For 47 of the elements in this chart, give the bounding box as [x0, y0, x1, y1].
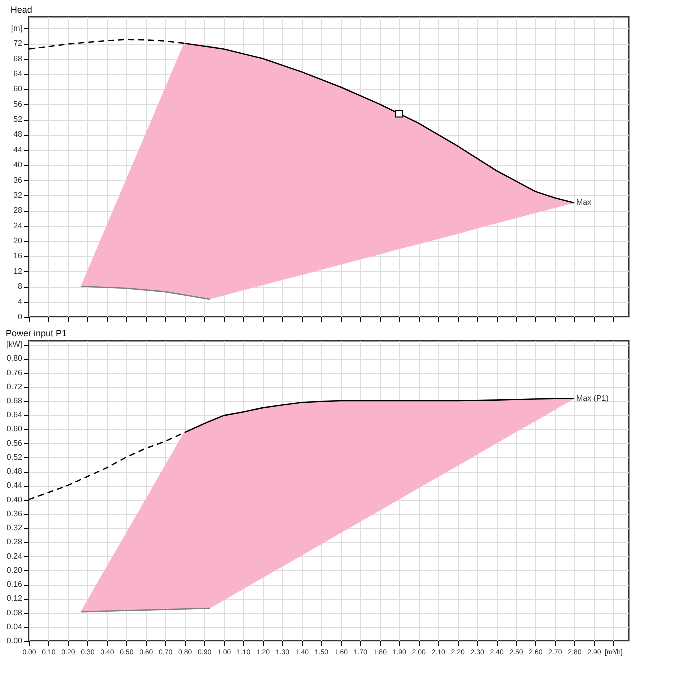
y-tick-label: 0.64 — [6, 410, 24, 420]
y-tick-label: 0.20 — [6, 566, 24, 575]
y-tick-label: 60 — [14, 84, 24, 94]
y-tick-label: 0.56 — [6, 438, 24, 448]
y-tick-label: 32 — [14, 190, 24, 200]
y-tick-label: 24 — [14, 221, 24, 230]
y-tick-label: 0.80 — [6, 354, 24, 364]
annotation: Max — [576, 198, 592, 208]
y-tick-label: 0.00 — [6, 636, 24, 646]
y-tick-label: 68 — [14, 54, 24, 64]
y-tick-label: 64 — [14, 69, 24, 78]
y-tick-label: 0.04 — [6, 622, 24, 632]
y-tick-label: 8 — [18, 282, 24, 292]
y-tick-label: 56 — [14, 100, 24, 109]
y-tick-label: 0.36 — [6, 509, 24, 518]
annotation: Max (P1) — [576, 394, 610, 403]
y-tick-label: 0.40 — [6, 495, 24, 504]
y-tick-label: 0.24 — [6, 552, 24, 561]
y-tick-label: 0.48 — [6, 467, 24, 476]
chart-title: Head — [10, 5, 32, 15]
y-tick-label: 0.76 — [6, 368, 24, 378]
chart-title: Power input P1 — [6, 328, 68, 339]
y-tick-label: 0.08 — [6, 608, 24, 618]
y-tick-label: 0.44 — [6, 481, 24, 490]
y-tick-label: 16 — [14, 252, 24, 261]
y-tick-label: [m] — [11, 24, 22, 33]
y-tick-label: 0.60 — [6, 424, 24, 434]
y-tick-label: 4 — [18, 297, 24, 306]
y-tick-label: 28 — [14, 206, 24, 216]
y-tick-label: 44 — [14, 145, 24, 154]
y-tick-label: 0.72 — [6, 382, 24, 392]
y-tick-label: 36 — [14, 176, 24, 185]
y-tick-label: 0.32 — [6, 524, 24, 533]
y-tick-label: 12 — [14, 266, 24, 276]
y-tick-label: 0.68 — [6, 396, 24, 406]
y-tick-label: 48 — [14, 130, 24, 140]
y-tick-label: 0 — [18, 312, 24, 322]
line-series — [80, 286, 211, 300]
y-tick-label: 0.16 — [6, 580, 24, 590]
y-tick-label: 0.28 — [6, 538, 24, 547]
y-tick-label: [kW] — [6, 340, 22, 350]
y-tick-label: 20 — [14, 236, 24, 246]
y-tick-label: 40 — [14, 160, 24, 170]
y-tick-label: 72 — [14, 39, 24, 48]
y-tick-label: 52 — [14, 115, 24, 124]
y-tick-label: 0.52 — [6, 452, 24, 462]
y-tick-label: 0.12 — [6, 594, 24, 604]
